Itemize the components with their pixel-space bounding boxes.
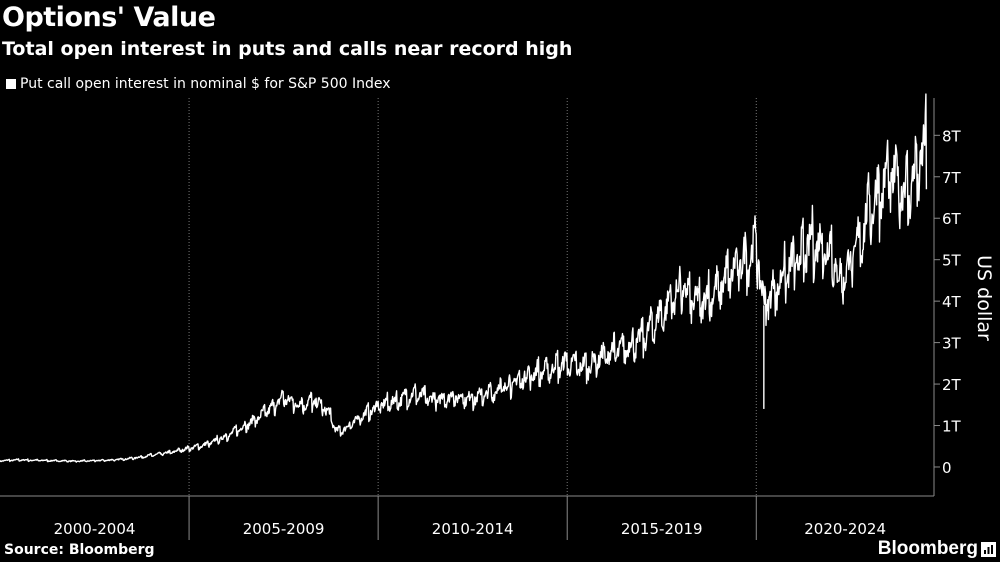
y-tick-label: 3T bbox=[942, 335, 962, 353]
legend-swatch bbox=[6, 79, 16, 89]
x-group-label: 2010-2014 bbox=[432, 520, 514, 538]
chart-subtitle: Total open interest in puts and calls ne… bbox=[2, 38, 573, 60]
source-note: Source: Bloomberg bbox=[4, 542, 155, 558]
y-tick-label: 4T bbox=[942, 293, 962, 311]
x-group-layer: 2000-2004 2005-2009 2010-2014 2015-2019 2020… bbox=[54, 496, 886, 540]
y-tick-label: 8T bbox=[942, 127, 962, 145]
y-tick-label: 7T bbox=[942, 169, 962, 187]
x-group-label: 2005-2009 bbox=[243, 520, 325, 538]
y-tick-label: 6T bbox=[942, 210, 962, 228]
series-layer bbox=[0, 93, 928, 463]
bloomberg-chart-icon bbox=[981, 541, 996, 557]
x-group-label: 2020-2024 bbox=[804, 520, 886, 538]
y-tick-label: 5T bbox=[942, 252, 962, 270]
legend-label: Put call open interest in nominal $ for … bbox=[20, 76, 391, 92]
y-axis-label: US dollar bbox=[973, 255, 995, 341]
grid-layer bbox=[188, 98, 757, 496]
x-group-label: 2015-2019 bbox=[621, 520, 703, 538]
brand-logo: Bloomberg bbox=[878, 538, 996, 560]
legend: Put call open interest in nominal $ for … bbox=[6, 76, 391, 92]
y-tick-label: 0 bbox=[942, 459, 952, 477]
y-tick-label: 2T bbox=[942, 376, 962, 394]
brand-name: Bloomberg bbox=[877, 538, 978, 559]
series-line bbox=[0, 93, 928, 463]
y-tick-layer: 0 1T 2T 3T 4T 5T 6T 7T 8T bbox=[934, 127, 962, 477]
y-tick-label: 1T bbox=[942, 418, 962, 436]
chart-title: Options' Value bbox=[2, 2, 216, 33]
axis-layer bbox=[0, 98, 935, 497]
x-group-label: 2000-2004 bbox=[54, 520, 136, 538]
